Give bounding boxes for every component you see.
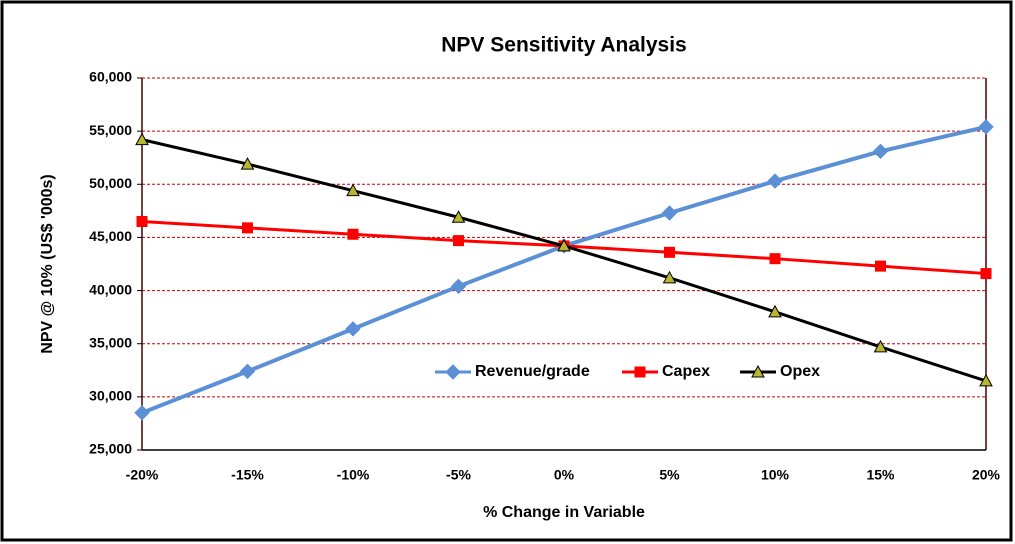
- marker: [451, 210, 466, 223]
- marker: [978, 119, 994, 135]
- marker: [135, 132, 149, 146]
- marker: [557, 238, 571, 252]
- y-tick-label: 55,000: [89, 122, 132, 138]
- marker: [769, 253, 781, 265]
- x-axis-title: % Change in Variable: [483, 504, 645, 521]
- marker: [239, 363, 256, 380]
- y-tick-label: 35,000: [89, 334, 132, 350]
- marker: [664, 246, 675, 258]
- marker: [634, 366, 646, 378]
- x-tick-label: 5%: [659, 467, 680, 483]
- legend-label: Opex: [780, 363, 820, 380]
- marker: [346, 183, 360, 197]
- x-tick-label: 20%: [972, 467, 1001, 483]
- legend-label: Capex: [662, 363, 710, 380]
- marker: [345, 321, 361, 337]
- marker: [450, 278, 467, 295]
- y-tick-label: 25,000: [89, 441, 132, 457]
- marker: [134, 405, 150, 421]
- marker: [979, 373, 993, 387]
- marker: [347, 228, 359, 240]
- y-tick-label: 50,000: [89, 175, 132, 191]
- y-tick-label: 45,000: [89, 228, 132, 244]
- y-tick-label: 60,000: [89, 69, 132, 85]
- marker: [136, 215, 148, 227]
- legend-label: Revenue/grade: [475, 363, 590, 380]
- chart-title: NPV Sensitivity Analysis: [441, 34, 687, 57]
- x-tick-label: 0%: [554, 467, 575, 483]
- y-tick-label: 30,000: [89, 388, 132, 404]
- marker: [445, 364, 461, 380]
- x-tick-label: 15%: [866, 467, 895, 483]
- y-tick-label: 40,000: [89, 281, 132, 297]
- marker: [767, 173, 783, 189]
- marker: [242, 222, 253, 234]
- marker: [875, 260, 886, 272]
- x-tick-label: -5%: [446, 467, 471, 483]
- x-tick-label: -15%: [231, 467, 264, 483]
- marker: [751, 364, 765, 378]
- marker: [980, 268, 992, 280]
- marker: [872, 143, 889, 160]
- marker: [662, 270, 677, 284]
- x-tick-label: 10%: [761, 467, 790, 483]
- x-tick-label: -20%: [126, 467, 159, 483]
- marker: [453, 235, 464, 247]
- marker: [768, 304, 782, 318]
- marker: [873, 339, 888, 353]
- marker: [240, 157, 255, 170]
- x-tick-label: -10%: [337, 467, 370, 483]
- y-axis-title: NPV @ 10% (US$ '000s): [39, 174, 56, 353]
- marker: [661, 205, 678, 221]
